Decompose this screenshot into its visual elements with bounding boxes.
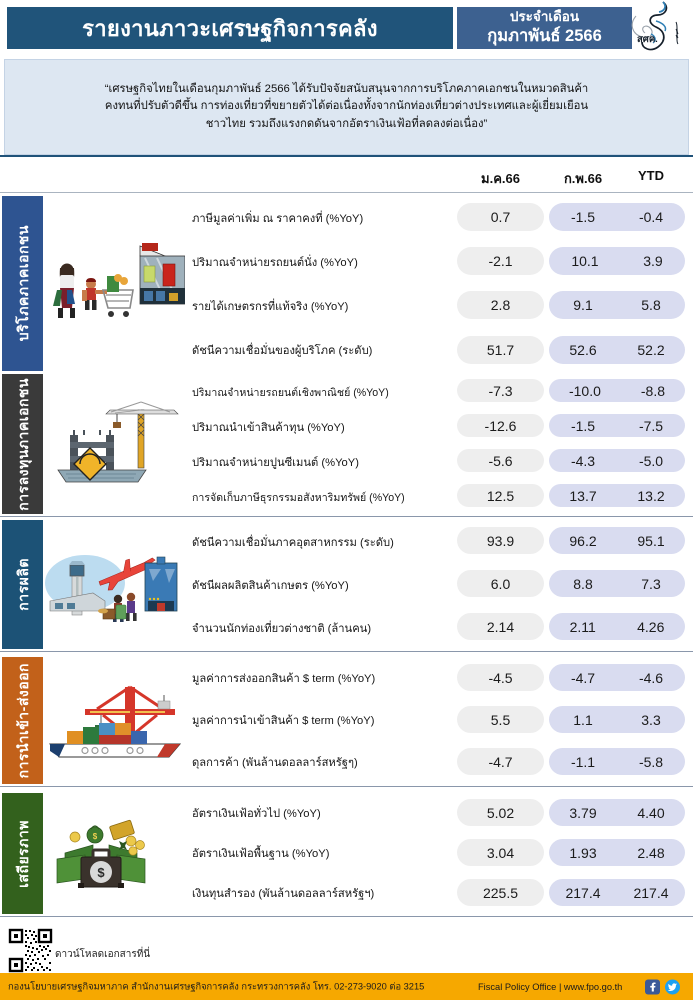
svg-text:$: $ — [93, 832, 98, 841]
svg-text:$: $ — [97, 865, 105, 880]
svg-text:สศค.: สศค. — [637, 34, 658, 45]
